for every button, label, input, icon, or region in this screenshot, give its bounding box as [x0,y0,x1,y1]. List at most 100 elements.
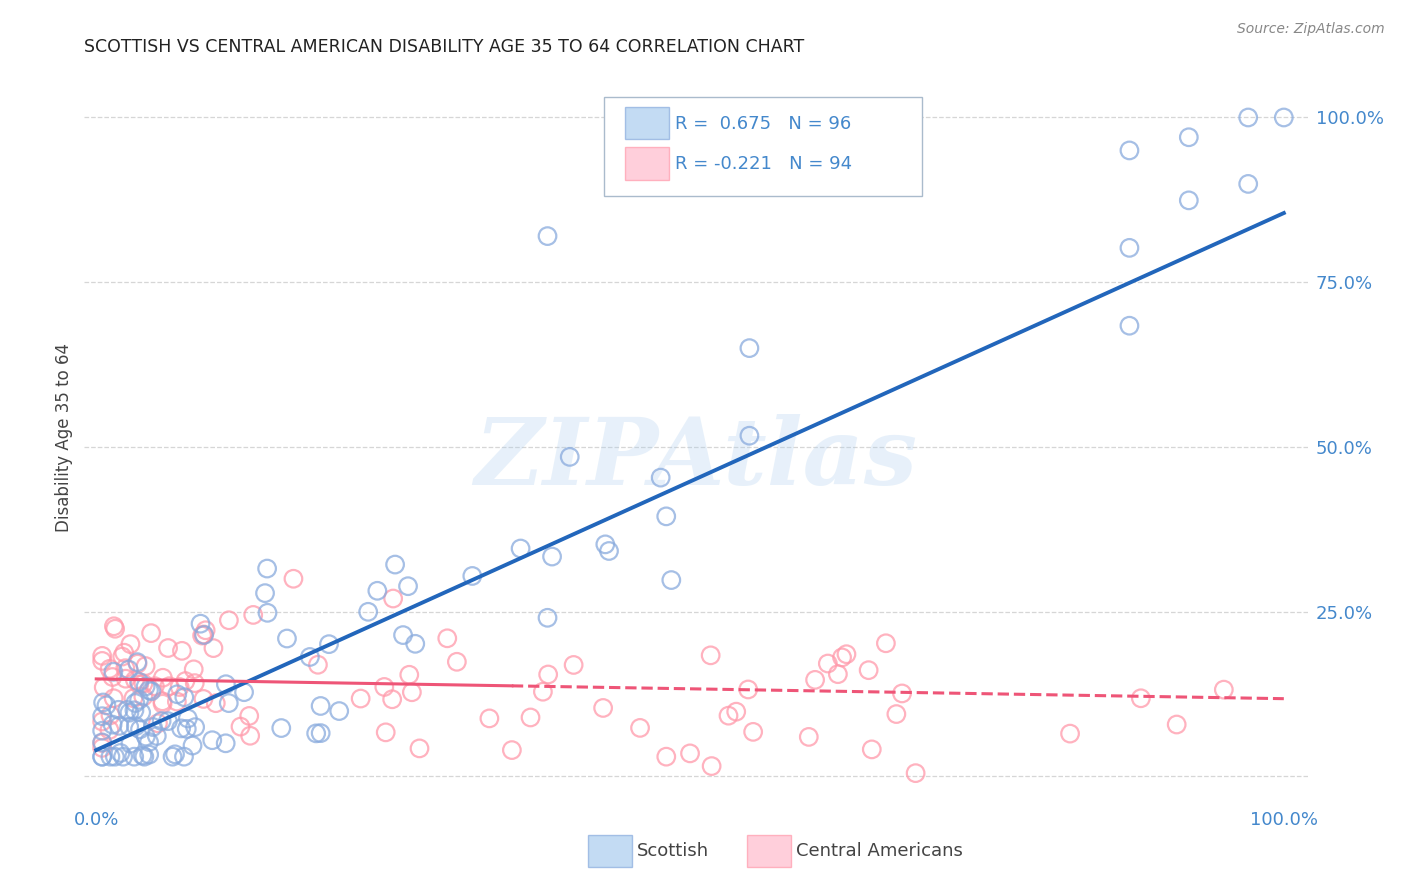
Point [536,229,558,244]
Point [501,743,523,757]
Point [276,632,298,646]
Point [381,692,404,706]
FancyBboxPatch shape [626,107,669,139]
Point [152,694,174,708]
Point [797,730,820,744]
Point [318,637,340,651]
Text: Source: ZipAtlas.com: Source: ZipAtlas.com [1237,22,1385,37]
Point [135,659,157,673]
Point [107,703,129,717]
Point [146,729,169,743]
Point [817,657,839,671]
Point [194,624,217,638]
Point [124,703,146,717]
Point [132,676,155,690]
Point [717,708,740,723]
Point [392,628,415,642]
Point [98,723,121,737]
Point [138,747,160,762]
Point [142,720,165,734]
Point [131,748,153,763]
Point [91,714,114,729]
FancyBboxPatch shape [605,97,922,195]
Point [152,671,174,685]
Point [537,667,560,681]
Point [124,696,146,710]
Point [679,747,702,761]
Point [169,680,191,694]
Point [122,691,145,706]
Point [156,714,179,728]
FancyBboxPatch shape [588,835,633,867]
Point [215,736,238,750]
Point [350,691,373,706]
Point [366,583,388,598]
Point [181,739,204,753]
Point [173,690,195,705]
Point [96,698,118,713]
Point [91,654,114,668]
Point [328,704,350,718]
Point [114,661,136,675]
Point [166,695,188,709]
Point [891,686,914,700]
Point [738,341,761,355]
Point [98,662,121,676]
Point [162,749,184,764]
Point [128,693,150,707]
Point [401,685,423,699]
Point [478,711,501,725]
Point [166,687,188,701]
Point [737,682,759,697]
Point [157,640,180,655]
Point [124,673,146,687]
Point [1118,241,1140,255]
Point [118,706,141,720]
Point [110,746,132,760]
Point [655,749,678,764]
Point [139,626,162,640]
Point [1059,726,1081,740]
Point [229,720,252,734]
Point [104,749,127,764]
Point [91,723,114,738]
Point [446,655,468,669]
Point [138,683,160,698]
Point [122,749,145,764]
Point [91,709,114,723]
Point [461,569,484,583]
Point [170,644,193,658]
Point [193,627,215,641]
Point [128,675,150,690]
Point [201,733,224,747]
FancyBboxPatch shape [626,147,669,179]
Point [307,657,329,672]
Point [91,735,114,749]
Point [91,749,114,764]
Point [1272,111,1295,125]
Point [309,726,332,740]
Point [396,579,419,593]
Point [408,741,430,756]
Point [127,657,149,671]
Point [114,672,136,686]
Point [91,648,114,663]
Point [103,691,125,706]
Point [100,708,122,723]
Point [191,629,214,643]
Point [100,749,122,764]
Point [233,685,256,699]
Point [176,722,198,736]
Point [174,674,197,689]
Point [132,690,155,704]
Point [558,450,581,464]
Point [218,696,240,710]
Point [283,572,305,586]
Point [270,721,292,735]
Point [218,613,240,627]
Point [190,616,212,631]
Point [118,720,141,734]
Point [150,714,173,728]
Point [725,705,748,719]
Point [170,722,193,736]
